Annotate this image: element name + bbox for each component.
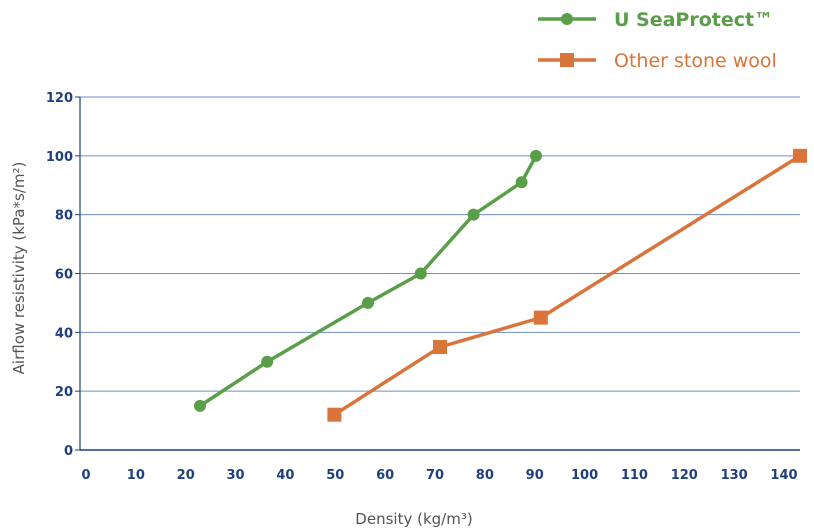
x-tick-label-30: 30	[227, 468, 245, 483]
series-1-point-4	[467, 208, 480, 221]
x-tick-label-20: 20	[177, 468, 195, 483]
y-tick-label-80: 80	[55, 209, 73, 224]
x-tick-label-140: 140	[770, 468, 797, 483]
y-axis-label: Airflow resistivity (kPa*s/m²)	[10, 162, 28, 375]
series-1	[194, 149, 542, 412]
x-tick-label-60: 60	[376, 468, 394, 483]
series-2-point-0	[327, 407, 342, 422]
x-tick-label-0: 0	[81, 468, 90, 483]
x-tick-label-130: 130	[721, 468, 748, 483]
legend-marker-2	[560, 53, 574, 67]
series-2-line	[333, 154, 801, 417]
legend-label-2: Other stone wool	[614, 50, 777, 72]
series-1-point-5	[515, 176, 528, 189]
series-2-point-1	[433, 340, 447, 355]
y-tick-label-20: 20	[55, 385, 73, 400]
grid-lines	[80, 96, 800, 392]
series-1-point-0	[194, 399, 206, 412]
series-2	[327, 148, 807, 422]
legend: U SeaProtect™ Other stone wool	[538, 9, 777, 72]
x-tick-label-40: 40	[276, 468, 294, 483]
x-tick-label-120: 120	[671, 468, 698, 483]
x-tick-label-90: 90	[526, 468, 544, 483]
series-group	[194, 148, 807, 422]
x-tick-label-80: 80	[476, 468, 494, 483]
legend-label-1: U SeaProtect™	[614, 9, 773, 31]
axes	[75, 96, 800, 451]
x-tick-labels: 0 10 20 30 40 50 60 70 80 90 100 110 120 130 140	[81, 468, 797, 483]
legend-entry-2: Other stone wool	[538, 50, 777, 72]
series-1-point-1	[261, 355, 274, 368]
x-tick-label-110: 110	[621, 468, 648, 483]
series-1-point-6	[530, 149, 542, 162]
legend-marker-1	[561, 13, 573, 25]
x-tick-label-50: 50	[326, 468, 344, 483]
x-tick-label-100: 100	[571, 468, 598, 483]
series-2-point-3	[793, 148, 807, 163]
x-tick-label-10: 10	[127, 468, 145, 483]
y-tick-label-60: 60	[55, 268, 73, 283]
series-1-point-2	[362, 296, 374, 309]
series-1-point-3	[414, 267, 427, 280]
series-1-line	[199, 154, 538, 408]
y-tick-label-100: 100	[46, 150, 73, 165]
y-tick-label-0: 0	[64, 444, 73, 459]
y-tick-label-120: 120	[46, 91, 73, 106]
x-tick-label-70: 70	[426, 468, 444, 483]
series-2-point-2	[533, 310, 548, 325]
y-tick-label-40: 40	[55, 326, 73, 341]
y-tick-labels: 0 20 40 60 80 100 120	[46, 91, 73, 459]
x-axis-label: Density (kg/m³)	[355, 510, 472, 528]
legend-entry-1: U SeaProtect™	[538, 9, 773, 31]
